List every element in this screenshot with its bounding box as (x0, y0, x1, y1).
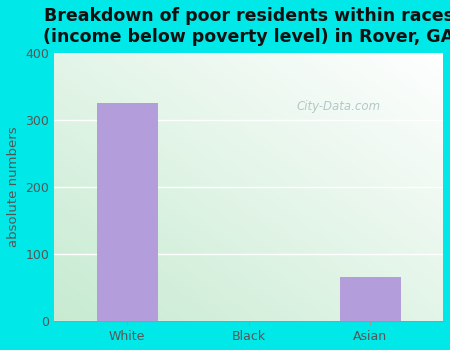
Bar (340, 278, 400, 321)
Title: Breakdown of poor residents within races
(income below poverty level) in Rover, : Breakdown of poor residents within races… (43, 7, 450, 46)
Text: City-Data.com: City-Data.com (296, 100, 380, 113)
Bar (97, 103, 158, 321)
Y-axis label: absolute numbers: absolute numbers (7, 127, 20, 247)
